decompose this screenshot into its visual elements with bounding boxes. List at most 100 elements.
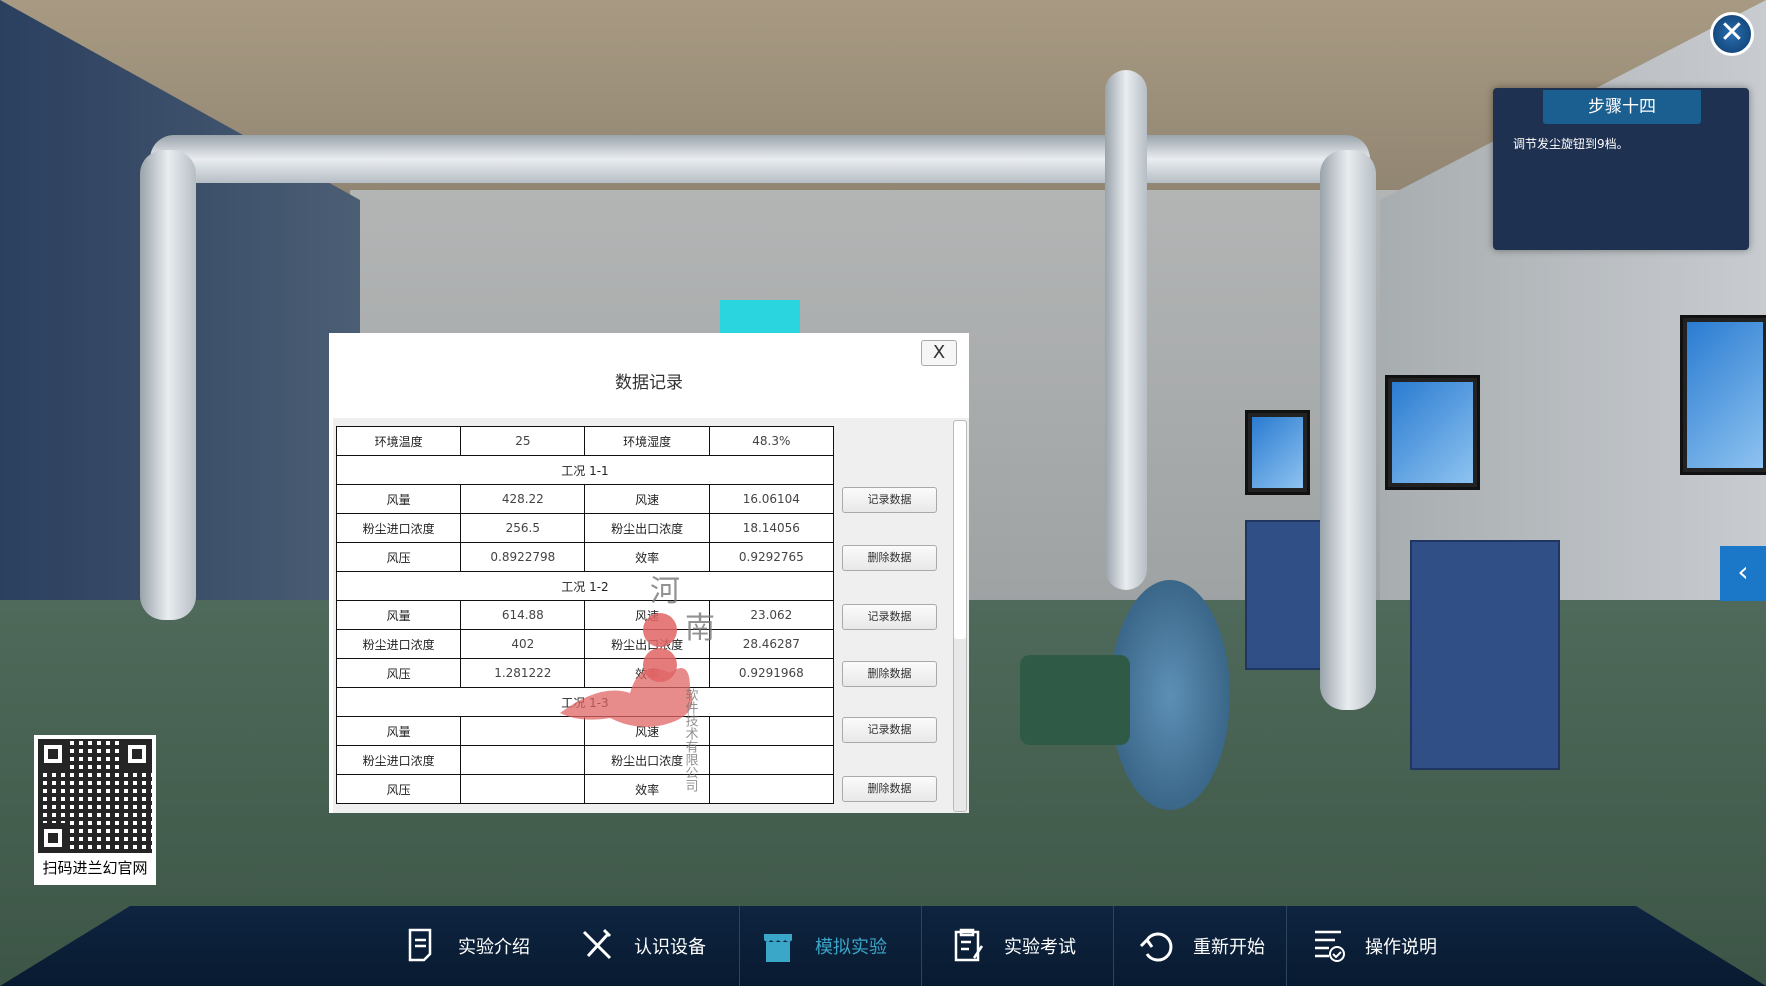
air-speed-label-cell: 风速: [584, 716, 710, 746]
air-speed-cell: [708, 716, 835, 746]
air-speed-cell: 16.06104: [708, 484, 835, 514]
air-speed-cell: 23.062: [708, 600, 835, 630]
air-volume-cell: [460, 716, 586, 746]
table-row: 粉尘进口浓度 256.5 粉尘出口浓度 18.14056: [335, 513, 835, 543]
table-row: 环境温度 25 环境湿度 48.3%: [335, 426, 835, 456]
close-icon: ✕: [1719, 15, 1745, 50]
efficiency-label-cell: 效率: [584, 774, 710, 804]
record-table: 环境温度 25 环境湿度 48.3% 工况 1-1 风量 428.22 风速 16.06…: [335, 426, 835, 804]
data-record-dialog: X 数据记录 环境温度 25 环境湿度 48.3% 工况 1-1 风量 428.22…: [329, 333, 969, 813]
record-data-button[interactable]: 记录数据: [842, 604, 937, 630]
inlet-cell: 256.5: [460, 513, 586, 543]
table-row: 风压 1.281222 效率 0.9291968: [335, 658, 835, 688]
dialog-close-button[interactable]: X: [921, 340, 957, 366]
pressure-label-cell: 风压: [335, 542, 462, 572]
condition-header: 工况 1-1: [336, 455, 834, 485]
outlet-cell: [708, 745, 835, 775]
efficiency-cell: [708, 774, 835, 804]
air-speed-label-cell: 风速: [584, 484, 710, 514]
inlet-label-cell: 粉尘进口浓度: [335, 513, 462, 543]
side-panel-toggle[interactable]: ‹: [1720, 546, 1766, 601]
nav-list-check[interactable]: 操作说明: [1309, 906, 1437, 986]
chevron-left-icon: ‹: [1737, 555, 1749, 588]
env-temp-label: 环境温度: [335, 426, 462, 456]
pressure-label-cell: 风压: [335, 658, 462, 688]
inlet-cell: 402: [460, 629, 586, 659]
qr-code-image: [38, 739, 152, 853]
cabinet: [1410, 540, 1560, 770]
air-volume-cell: 428.22: [460, 484, 586, 514]
nav-clipboard-edit[interactable]: 实验考试: [948, 906, 1076, 986]
pressure-label-cell: 风压: [335, 774, 462, 804]
pressure-cell: [460, 774, 586, 804]
table-row: 粉尘进口浓度 粉尘出口浓度: [335, 745, 835, 775]
outlet-label-cell: 粉尘出口浓度: [584, 513, 710, 543]
condition-header: 工况 1-2: [336, 571, 834, 601]
qr-code-block: 扫码进兰幻官网: [34, 735, 156, 885]
step-panel: 步骤十四 调节发尘旋钮到9档。: [1493, 88, 1749, 250]
outlet-cell: 28.46287: [708, 629, 835, 659]
condition-header: 工况 1-3: [336, 687, 834, 717]
monitor: [1680, 315, 1766, 475]
nav-store[interactable]: 模拟实验: [759, 906, 887, 986]
env-humidity-value: 48.3%: [708, 426, 835, 456]
env-temp-value: 25: [460, 426, 586, 456]
nav-label: 重新开始: [1193, 937, 1265, 958]
table-row: 粉尘进口浓度 402 粉尘出口浓度 28.46287: [335, 629, 835, 659]
qr-caption: 扫码进兰幻官网: [42, 859, 148, 877]
table-row: 工况 1-3: [336, 687, 834, 717]
step-instruction: 调节发尘旋钮到9档。: [1513, 137, 1629, 151]
table-row: 风量 614.88 风速 23.062: [335, 600, 835, 630]
record-scroll-area[interactable]: 环境温度 25 环境湿度 48.3% 工况 1-1 风量 428.22 风速 16.06…: [333, 418, 969, 813]
delete-data-button[interactable]: 删除数据: [842, 545, 937, 571]
air-speed-label-cell: 风速: [584, 600, 710, 630]
air-volume-cell: 614.88: [460, 600, 586, 630]
nav-document[interactable]: 实验介绍: [402, 906, 530, 986]
list-check-icon: [1315, 930, 1345, 962]
nav-restart[interactable]: 重新开始: [1137, 906, 1265, 986]
delete-data-button[interactable]: 删除数据: [842, 776, 937, 802]
pressure-cell: 0.8922798: [460, 542, 586, 572]
table-row: 风量 428.22 风速 16.06104: [335, 484, 835, 514]
pressure-cell: 1.281222: [460, 658, 586, 688]
table-row: 风压 0.8922798 效率 0.9292765: [335, 542, 835, 572]
air-volume-label-cell: 风量: [335, 484, 462, 514]
clipboard-edit-icon: [954, 928, 984, 962]
exit-button[interactable]: ✕: [1710, 12, 1754, 56]
pipe: [140, 150, 196, 620]
table-row: 工况 1-1: [336, 455, 834, 485]
store-icon: [764, 934, 792, 962]
outlet-label-cell: 粉尘出口浓度: [584, 745, 710, 775]
scrollbar-thumb[interactable]: [954, 421, 966, 639]
pipe: [1320, 150, 1376, 710]
monitor: [1385, 375, 1480, 490]
dialog-title: 数据记录: [615, 373, 683, 393]
outlet-label-cell: 粉尘出口浓度: [584, 629, 710, 659]
scrollbar[interactable]: [953, 420, 967, 812]
record-data-button[interactable]: 记录数据: [842, 717, 937, 743]
fan: [1110, 580, 1230, 810]
efficiency-label-cell: 效率: [584, 658, 710, 688]
restart-icon: [1139, 932, 1173, 962]
monitor: [1245, 410, 1310, 495]
tools-icon: [582, 928, 612, 960]
air-volume-label-cell: 风量: [335, 716, 462, 746]
table-row: 工况 1-2: [336, 571, 834, 601]
nav-label: 认识设备: [634, 937, 706, 958]
table-row: 风量 风速: [335, 716, 835, 746]
document-icon: [408, 928, 432, 962]
pipe: [1105, 70, 1147, 590]
inlet-label-cell: 粉尘进口浓度: [335, 745, 462, 775]
delete-data-button[interactable]: 删除数据: [842, 661, 937, 687]
nav-tools[interactable]: 认识设备: [578, 906, 706, 986]
nav-label: 实验介绍: [458, 937, 530, 958]
env-humidity-label: 环境湿度: [584, 426, 710, 456]
efficiency-label-cell: 效率: [584, 542, 710, 572]
nav-label: 实验考试: [1004, 937, 1076, 958]
nav-label: 模拟实验: [815, 937, 887, 958]
efficiency-cell: 0.9292765: [708, 542, 835, 572]
pipe: [150, 135, 1370, 183]
motor: [1020, 655, 1130, 745]
record-data-button[interactable]: 记录数据: [842, 487, 937, 513]
bottom-navbar: 实验介绍 认识设备 模拟实验 实验考试 重新开始 操作说明: [0, 906, 1766, 986]
